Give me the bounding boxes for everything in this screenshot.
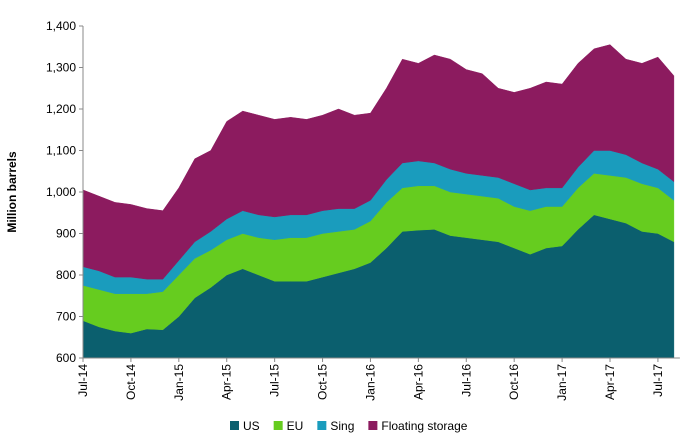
y-tick-label: 600 — [56, 351, 76, 365]
x-tick-label: Jul-14 — [76, 364, 90, 397]
legend-swatch — [230, 421, 239, 430]
legend-label: EU — [287, 419, 304, 433]
legend-swatch — [273, 421, 283, 430]
y-tick-label: 1,100 — [46, 144, 76, 158]
y-tick-label: 1,000 — [46, 185, 76, 199]
y-tick-label: 800 — [56, 268, 76, 282]
x-tick-label: Apr-16 — [411, 364, 425, 400]
x-tick-label: Jul-15 — [268, 364, 282, 397]
area — [82, 44, 675, 280]
x-tick-label: Apr-15 — [220, 364, 234, 400]
y-tick-label: 1,200 — [46, 102, 76, 116]
y-axis-label: Million barrels — [5, 151, 19, 233]
y-tick-label: 1,300 — [46, 61, 76, 75]
x-tick-label: Jan-15 — [172, 364, 186, 401]
x-tick-label: Jul-16 — [459, 364, 473, 397]
legend-swatch — [317, 421, 327, 430]
y-tick-label: 1,400 — [46, 19, 76, 33]
y-tick-label: 900 — [56, 227, 76, 241]
legend-label: Floating storage — [381, 419, 467, 433]
x-tick-label: Apr-17 — [603, 364, 617, 400]
y-tick-label: 700 — [56, 310, 76, 324]
x-tick-label: Jan-16 — [363, 364, 377, 401]
x-tick-label: Oct-14 — [124, 364, 138, 400]
x-tick-label: Jan-17 — [555, 364, 569, 401]
x-tick-label: Jul-17 — [651, 364, 665, 397]
legend-label: US — [243, 419, 260, 433]
x-tick-label: Oct-16 — [507, 364, 521, 400]
x-tick-label: Oct-15 — [316, 364, 330, 400]
legend-swatch — [368, 421, 378, 430]
legend-label: Sing — [330, 419, 354, 433]
